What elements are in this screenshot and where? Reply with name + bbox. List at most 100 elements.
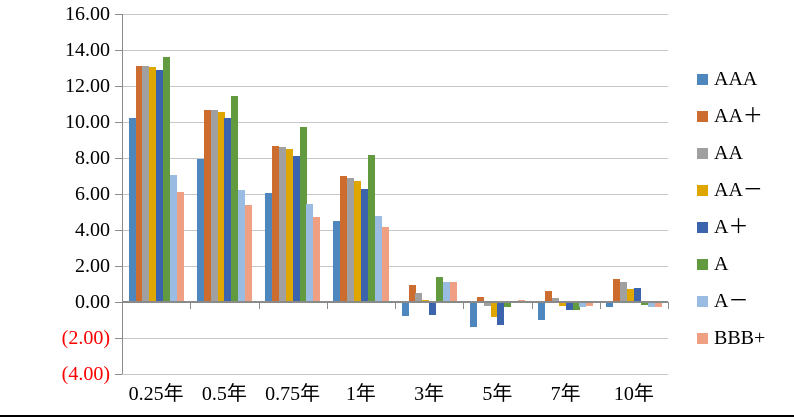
bar-AA-0.5年 [210, 110, 218, 302]
legend-item-BBB+: BBB+ [692, 326, 792, 350]
gridline-(4.00) [122, 373, 668, 375]
legend-swatch-icon [697, 111, 708, 122]
bar-AA－-10年 [627, 289, 634, 302]
bar-AA-3年 [415, 293, 423, 302]
bar-A－-0.75年 [306, 203, 314, 302]
legend-swatch-icon [697, 296, 708, 307]
gridline-6.00 [122, 193, 668, 195]
x-axis-category-label: 10年 [613, 383, 654, 405]
x-axis-tick [326, 302, 328, 309]
legend-swatch-icon [697, 185, 708, 196]
legend-swatch-icon [697, 259, 708, 270]
bar-A-0.75年 [299, 127, 307, 302]
bar-AA－-5年 [490, 302, 498, 318]
bar-A-0.5年 [231, 95, 239, 302]
legend-label: AA－ [714, 179, 763, 201]
x-axis-tick [463, 302, 465, 309]
y-axis-tick [115, 13, 122, 15]
x-axis-category-label: 0.25年 [128, 383, 184, 405]
bar-AA-1年 [347, 177, 355, 302]
x-axis-category-label: 0.5年 [201, 383, 247, 405]
y-axis-tick [115, 193, 122, 195]
bar-AAA-5年 [469, 302, 477, 328]
bar-AA－-0.5年 [217, 112, 225, 302]
bar-A＋-0.5年 [224, 117, 232, 302]
gridline-8.00 [122, 157, 668, 159]
bar-AA＋-3年 [408, 284, 416, 302]
x-axis-tick [190, 302, 192, 309]
bar-A－-1年 [374, 215, 382, 302]
gridline-2.00 [122, 265, 668, 267]
legend-swatch-icon [697, 148, 708, 159]
gridline-16.00 [122, 13, 668, 15]
bar-BBB+-3年 [449, 282, 457, 302]
y-axis-tick-label: 8.00 [75, 147, 110, 169]
x-axis-category-label: 7年 [550, 383, 581, 405]
y-axis-tick [115, 337, 122, 339]
legend-label: A [714, 253, 729, 275]
y-axis-tick [115, 157, 122, 159]
bar-A-1年 [367, 155, 375, 302]
y-axis-tick [115, 373, 122, 375]
bar-A-3年 [436, 276, 443, 302]
gridline-(2.00) [122, 337, 668, 339]
legend-swatch-icon [697, 74, 708, 85]
y-axis-tick-label: 16.00 [65, 3, 110, 25]
bar-BBB+-0.75年 [313, 216, 321, 302]
bar-AA-0.75年 [278, 147, 286, 302]
y-axis-line [122, 14, 123, 374]
y-axis-tick [115, 301, 122, 303]
y-axis-tick-label: 12.00 [65, 75, 110, 97]
legend-item-AA: AA [692, 141, 792, 165]
bar-AAA-7年 [538, 302, 546, 320]
bar-A－-7年 [579, 302, 587, 308]
x-axis-category-label: 1年 [345, 383, 376, 405]
bar-AA＋-0.25年 [135, 66, 143, 302]
legend-label: BBB+ [714, 327, 766, 349]
x-axis-tick [668, 302, 669, 309]
bar-A－-0.25年 [169, 175, 177, 302]
bar-AAA-0.25年 [128, 117, 136, 302]
bar-A＋-3年 [429, 302, 437, 315]
bar-BBB+-10年 [654, 302, 662, 308]
bar-BBB+-0.25年 [176, 192, 184, 302]
bar-A－-0.5年 [238, 190, 246, 302]
legend-item-A－: A－ [692, 289, 792, 313]
y-axis-tick [115, 49, 122, 51]
bar-AA－-0.75年 [285, 149, 293, 302]
bar-AA-5年 [483, 302, 491, 306]
legend-label: A－ [714, 290, 749, 312]
legend-item-AAA: AAA [692, 67, 792, 91]
bar-AA＋-10年 [613, 278, 621, 302]
x-axis-tick [531, 302, 533, 309]
bottom-border [0, 415, 794, 417]
y-axis-tick-label: (4.00) [61, 363, 110, 385]
x-axis-tick [599, 302, 601, 309]
legend-label: AA＋ [714, 105, 763, 127]
legend-item-A＋: A＋ [692, 215, 792, 239]
x-axis-tick [258, 302, 260, 309]
bar-A＋-0.75年 [292, 156, 300, 302]
legend-label: AAA [714, 68, 758, 90]
legend-swatch-icon [697, 222, 708, 233]
bar-AA-10年 [620, 282, 628, 302]
legend-item-A: A [692, 252, 792, 276]
x-axis-category-label: 5年 [482, 383, 513, 405]
bar-BBB+-0.5年 [245, 204, 252, 302]
bar-AA－-7年 [558, 302, 566, 306]
legend-item-AA－: AA－ [692, 178, 792, 202]
x-axis-category-label: 3年 [414, 383, 445, 405]
y-axis-tick-label: 10.00 [65, 111, 110, 133]
bar-BBB+-7年 [586, 302, 594, 306]
bar-AAA-10年 [606, 302, 614, 308]
gridline-14.00 [122, 49, 668, 51]
bar-A＋-7年 [565, 302, 573, 311]
x-axis-tick [395, 302, 396, 309]
gridline-10.00 [122, 121, 668, 123]
bar-A－-10年 [647, 302, 655, 307]
bar-AA＋-1年 [340, 176, 348, 302]
bar-AAA-1年 [333, 221, 341, 302]
y-axis-tick-label: 2.00 [75, 255, 110, 277]
bar-AA＋-7年 [545, 291, 552, 302]
